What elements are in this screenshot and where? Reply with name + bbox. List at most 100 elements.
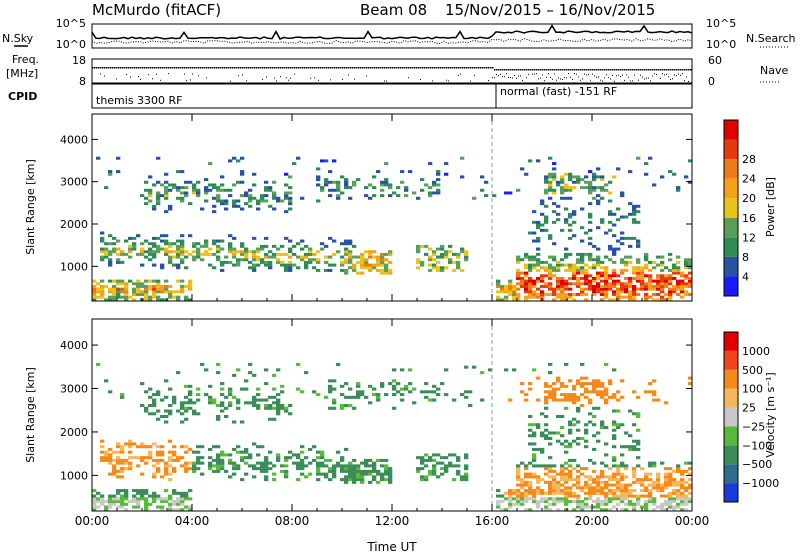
y-tick-label: 2000 bbox=[60, 218, 88, 231]
heatmap-cell bbox=[564, 439, 569, 443]
heatmap-cell bbox=[628, 298, 633, 302]
heatmap-cell bbox=[648, 276, 653, 280]
heatmap-cell bbox=[564, 489, 569, 493]
freq-point bbox=[366, 67, 368, 69]
freq-point bbox=[400, 67, 402, 69]
nave-point bbox=[516, 77, 517, 79]
freq-point bbox=[522, 69, 524, 71]
heatmap-cell bbox=[572, 458, 577, 462]
freq-point bbox=[430, 67, 432, 69]
heatmap-cell bbox=[340, 268, 345, 272]
heatmap-cell bbox=[584, 263, 589, 267]
heatmap-cell bbox=[348, 475, 353, 479]
heatmap-cell bbox=[164, 395, 169, 399]
heatmap-cell bbox=[164, 469, 169, 473]
heatmap-cell bbox=[540, 497, 545, 501]
heatmap-cell bbox=[520, 282, 525, 286]
freq-point bbox=[136, 67, 138, 69]
heatmap-cell bbox=[532, 210, 537, 214]
x-tick-label: 12:00 bbox=[375, 514, 410, 528]
freq-point bbox=[104, 67, 106, 69]
heatmap-cell bbox=[104, 242, 109, 246]
heatmap-cell bbox=[604, 255, 609, 259]
heatmap-cell bbox=[360, 266, 365, 270]
freq-point bbox=[270, 67, 272, 69]
heatmap-cell bbox=[564, 183, 569, 187]
power-ylabel: Slant Range [km] bbox=[24, 159, 37, 255]
heatmap-cell bbox=[560, 489, 565, 493]
heatmap-cell bbox=[592, 284, 597, 288]
heatmap-cell bbox=[392, 379, 397, 383]
heatmap-cell bbox=[328, 263, 333, 267]
heatmap-cell bbox=[544, 406, 549, 410]
heatmap-cell bbox=[432, 384, 437, 388]
heatmap-cell bbox=[552, 491, 557, 495]
heatmap-cell bbox=[452, 260, 457, 264]
heatmap-cell bbox=[528, 475, 533, 479]
heatmap-cell bbox=[664, 298, 669, 302]
heatmap-cell bbox=[592, 480, 597, 484]
heatmap-cell bbox=[548, 442, 553, 446]
heatmap-cell bbox=[376, 472, 381, 476]
freq-point bbox=[594, 69, 596, 71]
heatmap-cell bbox=[584, 497, 589, 501]
heatmap-cell bbox=[328, 379, 333, 383]
heatmap-cell bbox=[624, 268, 629, 272]
heatmap-cell bbox=[124, 295, 129, 299]
heatmap-cell bbox=[588, 284, 593, 288]
heatmap-cell bbox=[180, 250, 185, 254]
heatmap-cell bbox=[232, 467, 237, 471]
heatmap-cell bbox=[664, 494, 669, 498]
heatmap-cell bbox=[284, 236, 289, 240]
heatmap-cell bbox=[564, 220, 569, 224]
heatmap-cell bbox=[428, 268, 433, 272]
heatmap-cell bbox=[672, 500, 677, 504]
heatmap-cell bbox=[604, 387, 609, 391]
heatmap-cell bbox=[340, 191, 345, 195]
heatmap-cell bbox=[244, 202, 249, 206]
heatmap-cell bbox=[176, 170, 181, 174]
heatmap-cell bbox=[184, 445, 189, 449]
heatmap-cell bbox=[564, 467, 569, 471]
y-tick-label: 3000 bbox=[60, 383, 88, 396]
heatmap-cell bbox=[400, 180, 405, 184]
freq-point bbox=[134, 67, 136, 69]
heatmap-cell bbox=[524, 271, 529, 275]
heatmap-cell bbox=[480, 398, 485, 402]
heatmap-cell bbox=[588, 186, 593, 190]
heatmap-cell bbox=[576, 494, 581, 498]
heatmap-cell bbox=[220, 202, 225, 206]
heatmap-cell bbox=[112, 450, 117, 454]
heatmap-cell bbox=[148, 250, 153, 254]
heatmap-cell bbox=[252, 442, 257, 446]
heatmap-cell bbox=[228, 194, 233, 198]
heatmap-cell bbox=[524, 475, 529, 479]
heatmap-cell bbox=[584, 376, 589, 380]
colorbar-tick-label: −1000 bbox=[742, 477, 779, 490]
heatmap-cell bbox=[524, 497, 529, 501]
heatmap-cell bbox=[112, 502, 117, 506]
heatmap-cell bbox=[160, 445, 165, 449]
heatmap-cell bbox=[428, 255, 433, 259]
heatmap-cell bbox=[536, 226, 541, 230]
heatmap-cell bbox=[444, 469, 449, 473]
heatmap-cell bbox=[176, 186, 181, 190]
heatmap-cell bbox=[680, 282, 685, 286]
heatmap-cell bbox=[152, 398, 157, 402]
heatmap-cell bbox=[684, 494, 689, 498]
heatmap-cell bbox=[656, 298, 661, 302]
freq-point bbox=[506, 69, 508, 71]
heatmap-cell bbox=[224, 406, 229, 410]
heatmap-cell bbox=[612, 260, 617, 264]
heatmap-cell bbox=[528, 423, 533, 427]
heatmap-cell bbox=[588, 287, 593, 291]
heatmap-cell bbox=[632, 445, 637, 449]
freq-point bbox=[294, 67, 296, 69]
nave-point bbox=[606, 74, 607, 76]
heatmap-cell bbox=[564, 292, 569, 296]
heatmap-cell bbox=[160, 284, 165, 288]
heatmap-cell bbox=[248, 266, 253, 270]
freq-point bbox=[504, 69, 506, 71]
heatmap-cell bbox=[552, 210, 557, 214]
heatmap-cell bbox=[544, 480, 549, 484]
